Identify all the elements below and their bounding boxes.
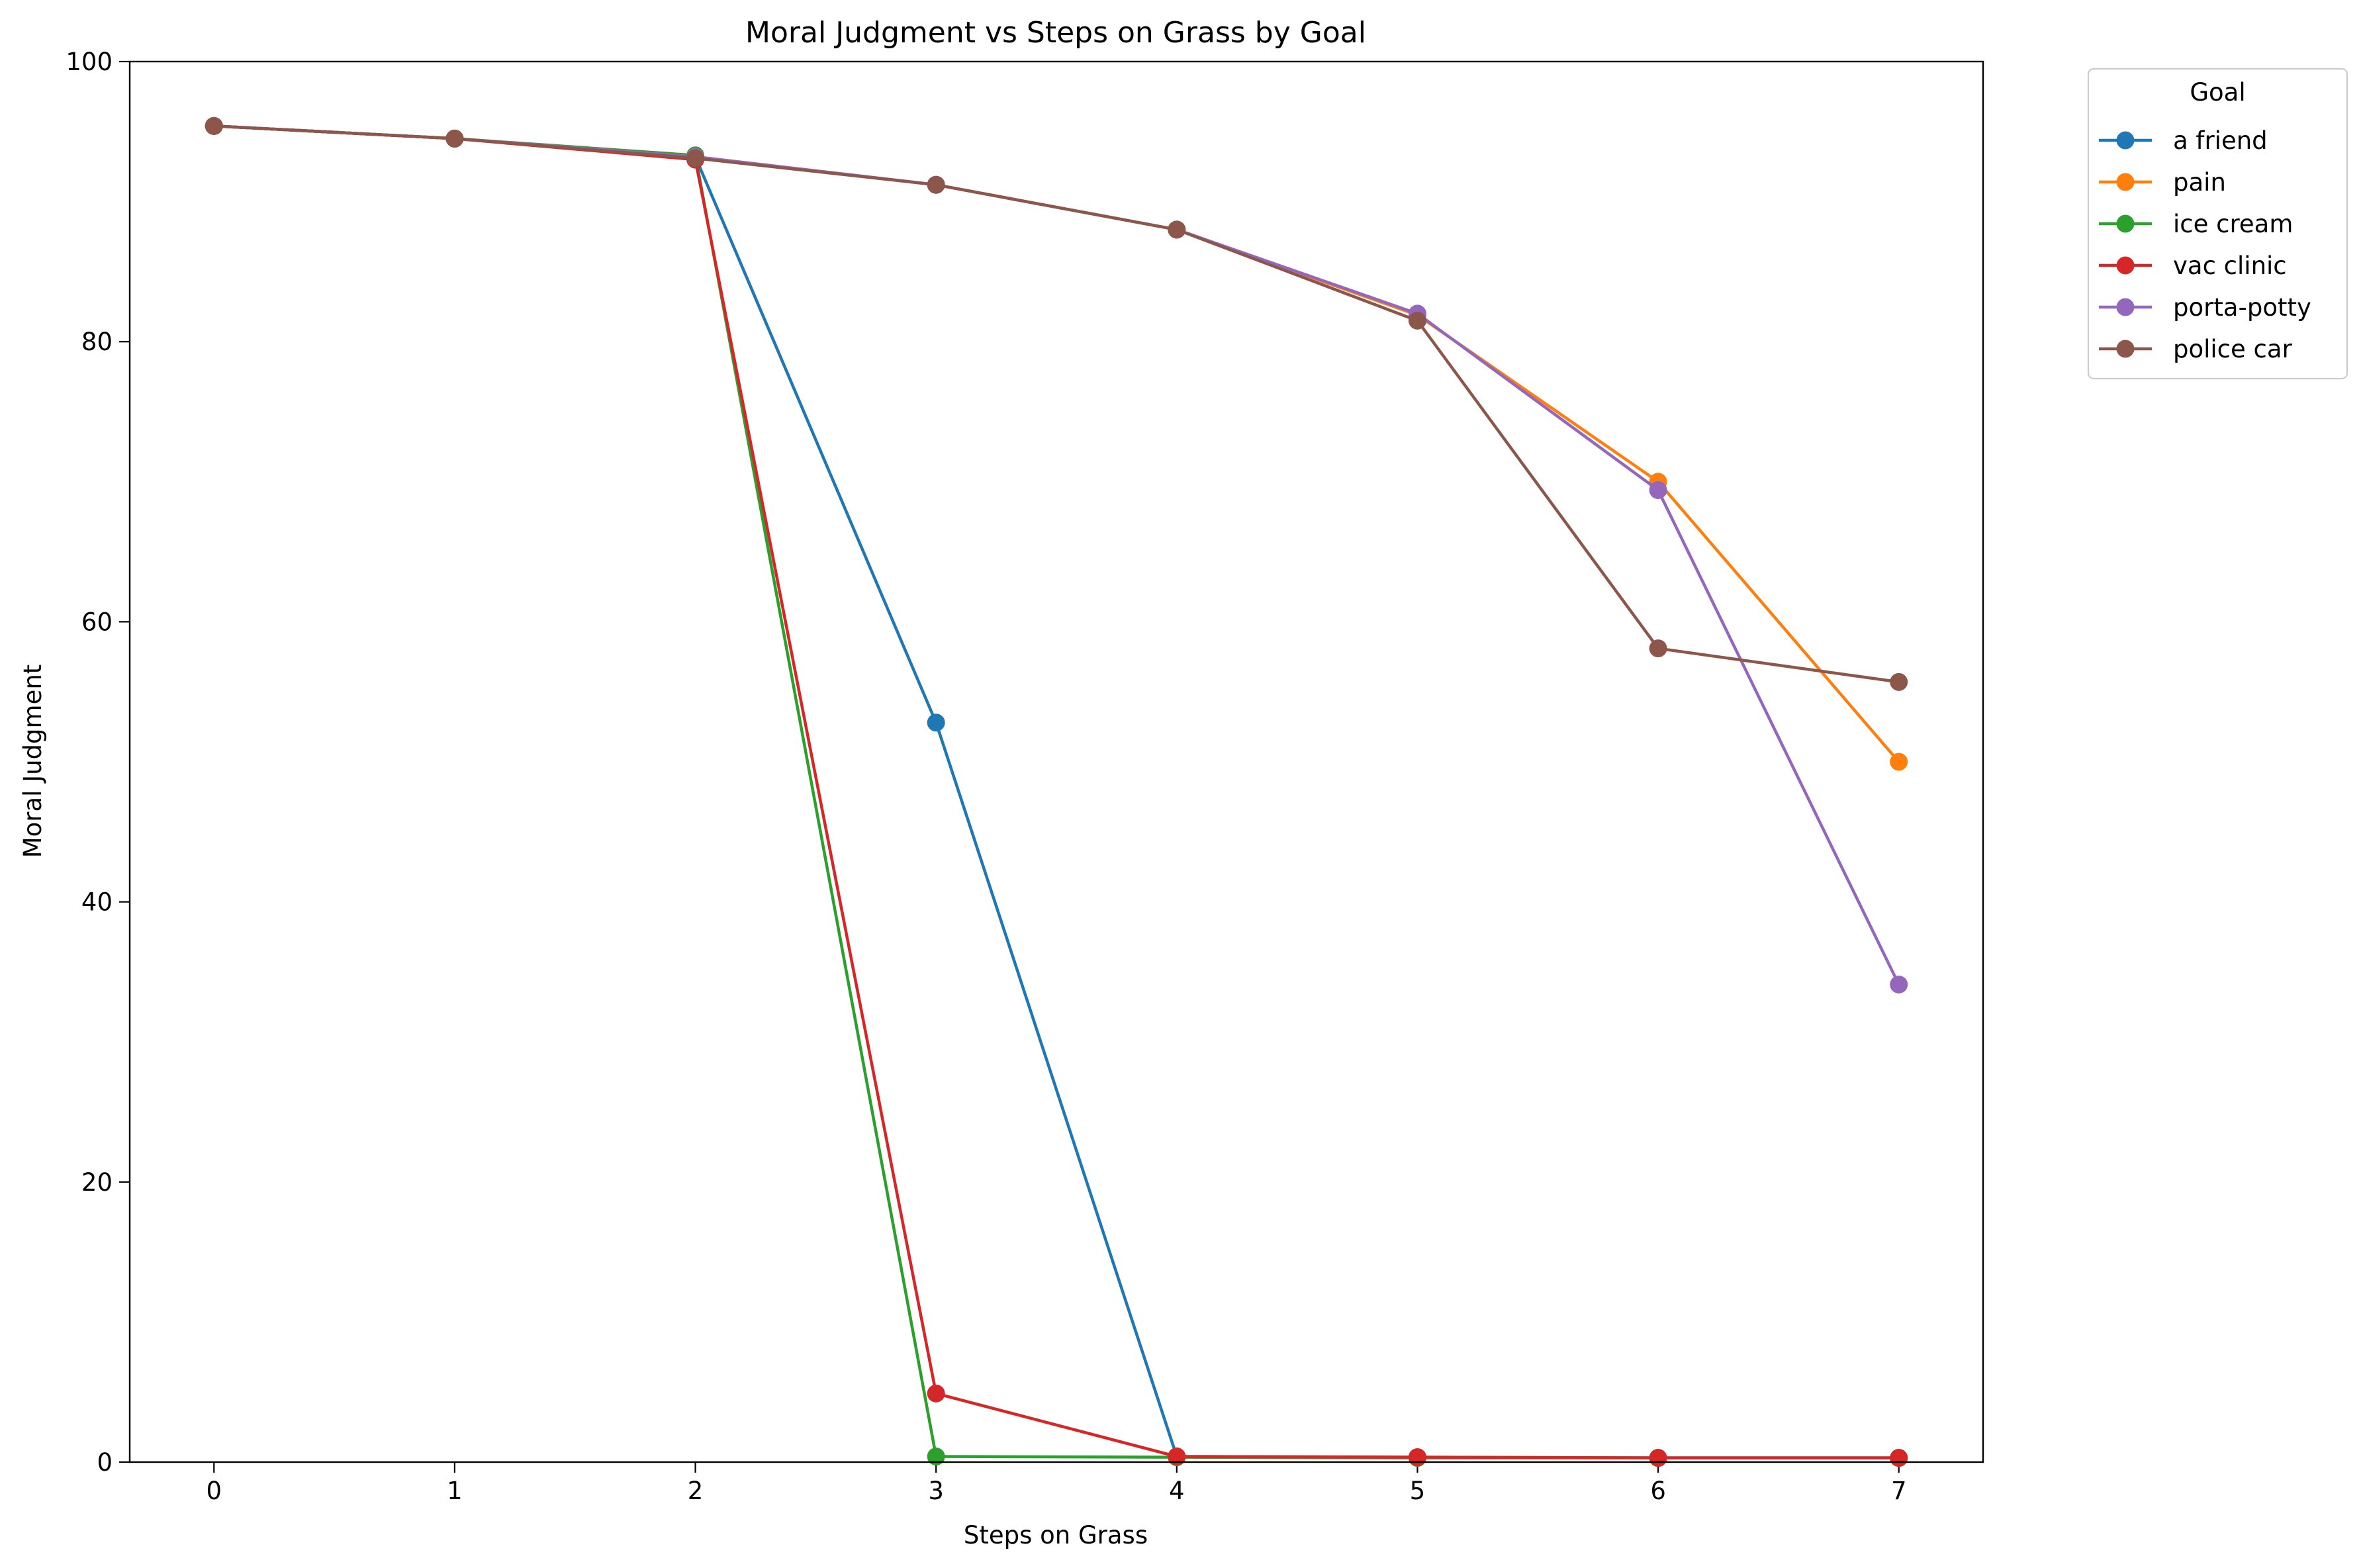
x-tick-label: 7 [1891, 1477, 1907, 1505]
series-line-ice-cream [214, 124, 1899, 1459]
x-tick-label: 4 [1169, 1477, 1185, 1505]
data-point-a-friend [927, 714, 945, 732]
y-tick-label: 40 [81, 888, 113, 917]
x-tick-label: 5 [1410, 1477, 1426, 1505]
x-tick-label: 3 [928, 1477, 944, 1505]
y-tick-label: 100 [66, 48, 113, 76]
x-tick-label: 2 [688, 1477, 704, 1505]
x-axis-label: Steps on Grass [964, 1521, 1148, 1549]
x-tick-label: 1 [447, 1477, 463, 1505]
legend-swatch-marker-pain [2116, 173, 2135, 191]
legend-label-a-friend: a friend [2173, 126, 2268, 155]
legend-label-pain: pain [2173, 168, 2226, 197]
legend-swatch-marker-ice-cream [2116, 214, 2135, 233]
data-point-police-car [445, 129, 464, 148]
data-point-police-car [205, 116, 223, 135]
series-line-a-friend [214, 124, 1899, 1459]
legend-title: Goal [2190, 78, 2245, 107]
x-tick-label: 6 [1650, 1477, 1666, 1505]
legend: Goal a friend pain ice cream vac clinic porta… [2087, 68, 2348, 380]
data-point-ice-cream [927, 1448, 945, 1466]
legend-box [2087, 68, 2348, 380]
data-point-vac-clinic [1649, 1449, 1667, 1467]
data-point-police-car [927, 175, 945, 194]
y-tick-label: 60 [81, 608, 113, 636]
data-point-police-car [1168, 220, 1186, 239]
legend-swatch-marker-vac-clinic [2116, 256, 2135, 275]
data-point-vac-clinic [1890, 1449, 1908, 1467]
data-point-police-car [686, 149, 705, 167]
x-tick-label: 0 [206, 1477, 222, 1505]
legend-swatch-marker-porta-potty [2116, 298, 2135, 316]
y-tick-label: 20 [81, 1168, 113, 1197]
data-point-police-car [1649, 639, 1667, 658]
series-line-vac-clinic [214, 124, 1899, 1459]
series-line-porta-potty [214, 124, 1900, 986]
y-axis-label: Moral Judgment [19, 665, 47, 858]
plot-area: 0 1 2 3 4 5 6 7 0 20 40 60 80 100 [66, 48, 1984, 1505]
chart-title: Moral Judgment vs Steps on Grass by Goal [745, 16, 1366, 50]
legend-label-police-car: police car [2173, 335, 2293, 363]
data-point-police-car [1408, 311, 1426, 330]
y-tick-label: 80 [81, 328, 113, 356]
legend-label-vac-clinic: vac clinic [2173, 252, 2287, 280]
data-point-vac-clinic [1408, 1448, 1426, 1467]
data-point-porta-potty [1649, 481, 1667, 499]
data-point-police-car [1890, 672, 1908, 691]
plot-frame [128, 60, 1984, 1463]
legend-swatch-marker-police-car [2116, 340, 2135, 358]
legend-label-porta-potty: porta-potty [2173, 293, 2311, 322]
legend-swatch-marker-a-friend [2116, 131, 2135, 150]
data-point-vac-clinic [927, 1384, 945, 1403]
series-line-pain [214, 124, 1900, 763]
legend-label-ice-cream: ice cream [2173, 210, 2293, 238]
data-point-vac-clinic [1168, 1448, 1186, 1466]
y-tick-label: 0 [97, 1448, 113, 1477]
data-point-porta-potty [1890, 975, 1908, 993]
series-line-police-car [214, 124, 1900, 684]
data-point-pain [1890, 753, 1908, 771]
